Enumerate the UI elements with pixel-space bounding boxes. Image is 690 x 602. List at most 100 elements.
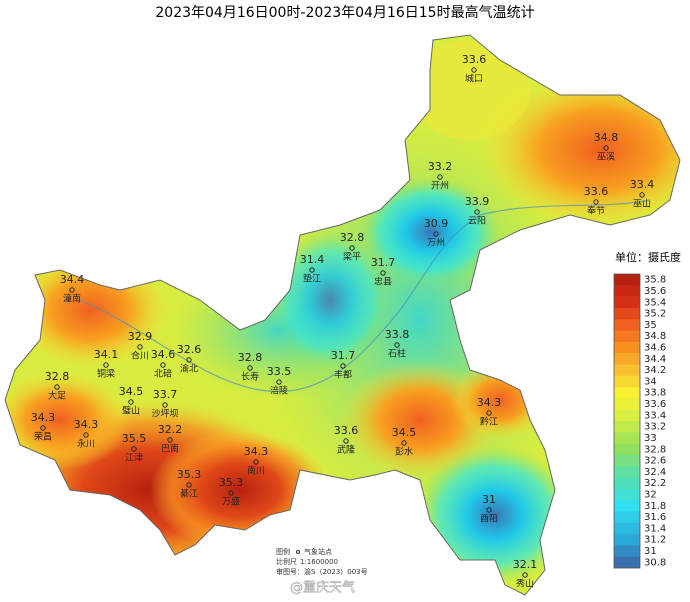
station-name: 璧山 (122, 405, 140, 417)
station-name: 綦江 (180, 488, 198, 500)
legend-label: 34.2 (644, 365, 666, 376)
station: 32.9 合川 (128, 330, 153, 362)
station-name: 酉阳 (480, 514, 498, 525)
station: 30.9 万州 (424, 217, 449, 249)
legend-swatch (614, 421, 640, 433)
station-value: 31.4 (300, 253, 325, 266)
station-dot (160, 362, 166, 368)
station-dot (131, 446, 137, 452)
legend-label: 33.2 (644, 422, 666, 433)
station-value: 34.4 (60, 273, 85, 286)
station-name: 黔江 (480, 416, 498, 428)
legend-swatch (614, 375, 640, 388)
legend-label: 31.6 (644, 512, 666, 523)
legend-label: 35.6 (644, 286, 666, 297)
station-value: 33.9 (465, 195, 490, 208)
footer-legend-label: 图例 (276, 547, 290, 556)
station-name: 忠县 (374, 277, 392, 288)
legend-swatch (614, 443, 640, 456)
legend-label: 35 (644, 320, 657, 331)
station: 35.3 綦江 (177, 468, 202, 500)
legend-label: 32.4 (644, 467, 666, 478)
station-value: 33.6 (584, 185, 609, 198)
station-dot (40, 425, 46, 431)
station: 32.2 巴南 (158, 423, 183, 455)
legend-label: 32.6 (644, 456, 666, 467)
station-name: 北碚 (154, 368, 172, 380)
legend-swatch (614, 353, 640, 365)
legend-swatch (614, 454, 640, 467)
legend-swatch (614, 330, 640, 343)
station-name: 万州 (427, 238, 445, 249)
legend-swatch (614, 511, 640, 524)
station-value: 32.1 (513, 558, 538, 571)
legend-label: 32 (644, 490, 657, 501)
station-value: 33.2 (428, 160, 453, 173)
legend-frame (613, 273, 641, 569)
title: 2023年04月16日00时-2023年04月16日15时最高气温统计 (155, 4, 534, 21)
color-legend: 35.835.635.435.23534.834.634.434.23433.8… (613, 273, 666, 569)
station-name: 奉节 (587, 205, 605, 217)
legend-unit: 单位：摄氏度 (615, 250, 681, 264)
station-dot (276, 379, 282, 385)
station-name: 南川 (247, 465, 265, 477)
station-value: 35.3 (177, 468, 202, 481)
station-value: 35.3 (219, 476, 244, 489)
station-dot (103, 362, 109, 368)
legend-label: 31.2 (644, 535, 666, 546)
station-value: 31.7 (371, 256, 396, 269)
legend-swatch (614, 522, 640, 535)
station: 32.8 大足 (45, 370, 70, 402)
station-name: 开州 (431, 181, 449, 192)
legend-swatch (614, 432, 640, 444)
legend-label: 33.6 (644, 399, 666, 410)
legend-label: 34.6 (644, 343, 666, 354)
station-value: 34.8 (594, 131, 619, 144)
station-name: 合川 (131, 350, 149, 362)
legend-label: 34.4 (644, 354, 666, 365)
station-name: 江津 (125, 453, 143, 464)
station: 33.7 沙坪坝 (151, 388, 178, 420)
station-value: 32.9 (128, 330, 153, 343)
station-value: 33.7 (153, 388, 178, 401)
station-name: 武隆 (337, 444, 355, 456)
station-name: 长寿 (241, 371, 259, 383)
station-dot (340, 363, 346, 369)
station-value: 34.5 (119, 385, 144, 398)
station-name: 巴南 (161, 443, 179, 455)
station: 33.2 开州 (428, 160, 453, 192)
station-dot (522, 572, 528, 578)
legend-swatch (614, 545, 640, 557)
legend-label: 33.8 (644, 388, 666, 399)
station-dot (309, 267, 315, 273)
station-value: 32.8 (45, 370, 70, 383)
station-value: 35.5 (122, 432, 147, 445)
stations: 33.6 城口 34.8 巫溪 33.2 开州 33.6 奉节 33.4 巫山 33.9 云阳 30.9… (31, 53, 655, 590)
station-name: 涪陵 (270, 385, 288, 397)
legend-label: 35.2 (644, 309, 666, 320)
station-name: 城口 (465, 74, 483, 85)
station-name: 铜梁 (97, 368, 115, 380)
footer-approval: 审图号：渝S（2023）003号 (276, 567, 368, 576)
legend-label: 34 (644, 376, 657, 387)
station-name: 荣昌 (34, 431, 52, 443)
station-dot (83, 432, 89, 438)
station: 31.4 垫江 (300, 253, 325, 285)
map-footer: 图例 气象站点 比例尺 1:1600000 审图号：渝S（2023）003号 @… (276, 547, 368, 596)
station-value: 33.8 (385, 328, 410, 341)
station-dot (639, 192, 645, 198)
legend-label: 31 (644, 546, 657, 557)
legend-swatch (614, 364, 640, 377)
station-dot (247, 365, 253, 371)
station-value: 33.6 (462, 53, 487, 66)
station: 31 酉阳 (480, 493, 498, 525)
station: 33.9 云阳 (465, 195, 490, 227)
station: 34.5 璧山 (119, 385, 144, 417)
station: 31.7 丰都 (331, 349, 356, 381)
station: 32.8 长寿 (238, 351, 263, 383)
legend-swatch (614, 307, 640, 320)
footer-scale-label: 比例尺 (276, 557, 297, 566)
station-name: 永川 (77, 438, 95, 450)
